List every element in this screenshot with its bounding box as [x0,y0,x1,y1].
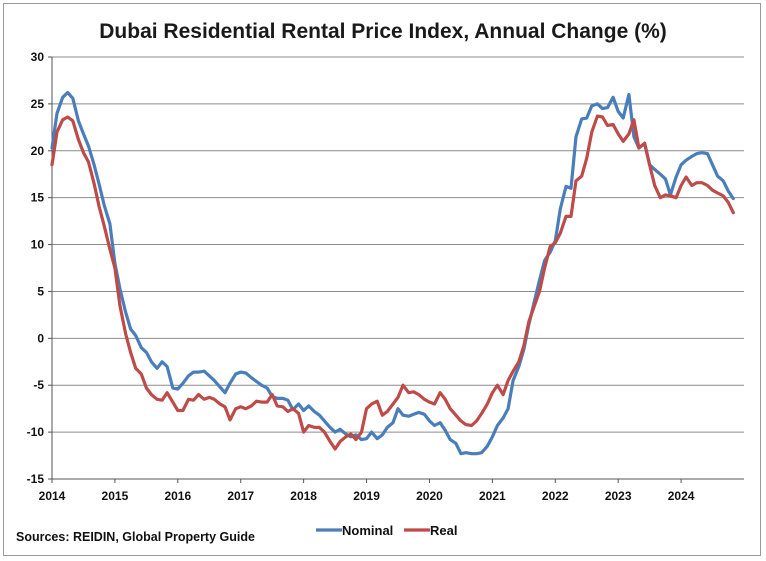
series-line-real [50,114,735,451]
legend-label-real: Real [430,523,457,538]
legend-label-nominal: Nominal [342,523,393,538]
y-tick-label: 25 [31,97,45,111]
y-axis-ticks: -15 -10 -5 0 5 10 15 20 25 30 [27,50,45,486]
source-note: Sources: REIDIN, Global Property Guide [16,530,255,544]
series-line-nominal [50,91,735,456]
x-tick-label: 2023 [605,489,632,503]
y-tick-label: 5 [37,284,44,298]
x-tick-label: 2014 [39,489,66,503]
chart-title: Dubai Residential Rental Price Index, An… [99,20,667,43]
legend: Nominal Real [316,523,457,538]
series-lines [50,91,735,456]
x-tick-label: 2024 [668,489,695,503]
x-tick-label: 2015 [102,489,129,503]
y-tick-label: 20 [31,144,45,158]
y-tick-label: -5 [33,378,44,392]
axes [48,56,744,483]
x-tick-label: 2016 [164,489,191,503]
x-axis-ticks: 2014 2015 2016 2017 2018 2019 2020 2021 2022 2023… [39,489,695,503]
x-tick-label: 2022 [542,489,569,503]
x-tick-label: 2017 [227,489,254,503]
x-tick-label: 2019 [353,489,380,503]
y-tick-label: 15 [31,191,45,205]
y-tick-label: -15 [27,472,45,486]
gridlines [52,56,744,480]
x-tick-label: 2020 [416,489,443,503]
y-tick-label: -10 [27,425,45,439]
x-tick-label: 2018 [290,489,317,503]
x-tick-label: 2021 [479,489,506,503]
chart-frame [3,3,761,556]
y-tick-label: 10 [31,238,45,252]
y-tick-label: 0 [37,331,44,345]
y-tick-label: 30 [31,50,45,64]
